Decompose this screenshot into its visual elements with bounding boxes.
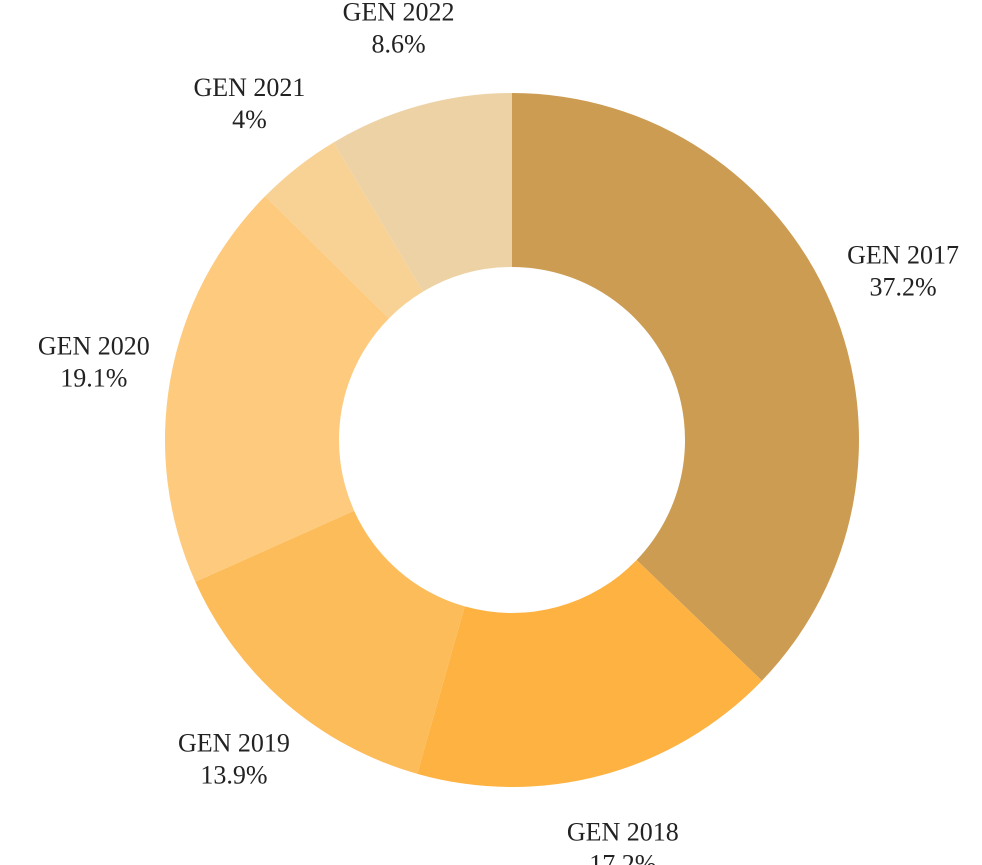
- donut-segment: [417, 560, 762, 787]
- segment-label: GEN 2020: [38, 331, 150, 360]
- segment-label: GEN 2022: [343, 0, 455, 26]
- segment-value-label: 13.9%: [200, 760, 267, 789]
- donut-segment: [333, 93, 512, 292]
- donut-segment: [512, 93, 859, 681]
- segment-label: GEN 2019: [178, 728, 290, 757]
- segment-value-label: 19.1%: [60, 363, 127, 392]
- segment-label: GEN 2018: [567, 817, 679, 846]
- segment-value-label: 17.2%: [589, 849, 656, 865]
- segment-label: GEN 2017: [847, 241, 959, 270]
- segment-value-label: 8.6%: [371, 29, 425, 58]
- segment-label: GEN 2021: [193, 73, 305, 102]
- donut-segment: [265, 142, 424, 319]
- donut-segment: [164, 196, 389, 582]
- donut-segment: [195, 510, 465, 774]
- segment-value-label: 4%: [232, 105, 267, 134]
- segment-value-label: 37.2%: [870, 273, 937, 302]
